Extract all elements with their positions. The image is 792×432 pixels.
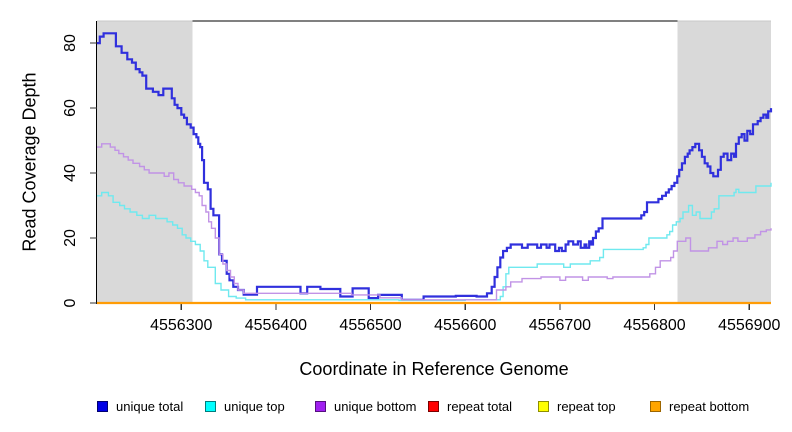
x-tick-label: 4556600 xyxy=(434,317,497,334)
y-tick-label: 0 xyxy=(62,298,79,308)
x-tick-label: 4556300 xyxy=(150,317,213,334)
y-tick-label: 20 xyxy=(62,229,79,247)
series-line-unique-top xyxy=(97,182,772,302)
y-tick-label: 80 xyxy=(62,34,79,52)
y-tick-label: 40 xyxy=(62,164,79,182)
x-tick-label: 4556800 xyxy=(623,317,686,334)
x-tick-label: 4556900 xyxy=(718,317,781,334)
x-axis-title: Coordinate in Reference Genome xyxy=(299,359,569,379)
shaded-region xyxy=(97,21,193,303)
x-tick-label: 4556500 xyxy=(339,317,402,334)
x-tick-label: 4556700 xyxy=(528,317,592,334)
series-line-unique-total xyxy=(97,32,773,301)
series-line-unique-bottom xyxy=(97,143,772,301)
shaded-region xyxy=(677,21,771,303)
y-axis-title: Read Coverage Depth xyxy=(19,72,40,252)
y-tick-label: 60 xyxy=(62,99,79,117)
x-tick-label: 4556400 xyxy=(244,317,308,334)
